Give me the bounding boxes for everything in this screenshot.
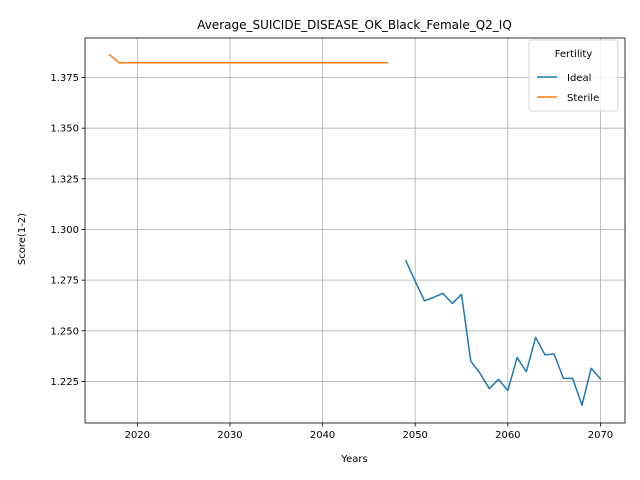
legend-box bbox=[528, 39, 619, 112]
y-tick-label: 1.325 bbox=[50, 174, 79, 185]
x-tick-label: 2030 bbox=[217, 430, 242, 441]
y-tick-label: 1.275 bbox=[50, 276, 79, 287]
y-tick-label: 1.225 bbox=[50, 377, 79, 388]
x-tick-label: 2020 bbox=[125, 430, 150, 441]
chart-title: Average_SUICIDE_DISEASE_OK_Black_Female_… bbox=[197, 18, 512, 32]
series-lines bbox=[108, 53, 602, 406]
grid-lines bbox=[85, 38, 625, 423]
legend-title: Fertility bbox=[555, 49, 593, 60]
x-tick-label: 2070 bbox=[588, 430, 613, 441]
series-line-sterile bbox=[108, 53, 389, 64]
y-tick-label: 1.375 bbox=[50, 73, 79, 84]
x-axis-label: Years bbox=[340, 454, 367, 465]
y-tick-label: 1.300 bbox=[50, 225, 79, 236]
plot-area-frame bbox=[84, 37, 626, 424]
y-tick-label: 1.350 bbox=[50, 124, 79, 135]
x-tick-label: 2050 bbox=[402, 430, 427, 441]
axis-ticks: 2020 2030 2040 2050 2060 2070 1.225 1.250 1.275 1… bbox=[50, 73, 613, 441]
x-tick-label: 2040 bbox=[310, 430, 335, 441]
y-axis-label: Score(1-2) bbox=[17, 213, 28, 265]
legend-label-ideal: Ideal bbox=[567, 73, 591, 84]
legend-label-sterile: Sterile bbox=[567, 93, 599, 104]
series-line-ideal bbox=[404, 259, 602, 406]
x-tick-label: 2060 bbox=[495, 430, 520, 441]
legend: Fertility Ideal Sterile bbox=[528, 39, 619, 112]
y-tick-label: 1.250 bbox=[50, 326, 79, 337]
